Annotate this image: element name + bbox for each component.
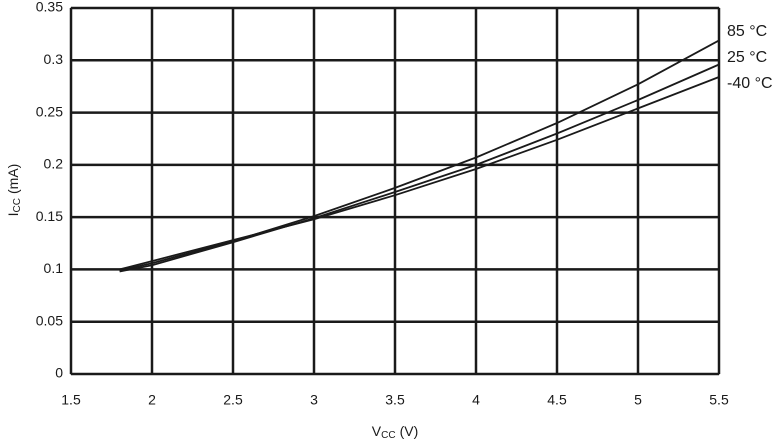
plot-frame bbox=[70, 7, 720, 375]
x-label-main: V bbox=[372, 423, 382, 439]
x-axis-label: VCC (V) bbox=[372, 423, 418, 441]
y-label-sub: CC bbox=[12, 198, 23, 212]
y-tick-label: 0.3 bbox=[44, 51, 64, 67]
x-tick-label: 2.5 bbox=[223, 392, 243, 408]
y-tick-label: 0 bbox=[55, 365, 63, 381]
y-label-main: I bbox=[5, 212, 21, 216]
x-tick-label: 4 bbox=[472, 392, 480, 408]
y-tick-label: 0.15 bbox=[36, 208, 63, 224]
x-label-unit: (V) bbox=[400, 423, 419, 439]
y-tick-label: 0.25 bbox=[36, 103, 63, 119]
x-tick-label: 1.5 bbox=[61, 392, 81, 408]
series-line bbox=[119, 76, 720, 271]
x-label-sub: CC bbox=[381, 430, 395, 441]
y-axis-label: ICC (mA) bbox=[5, 164, 23, 217]
series-line bbox=[119, 63, 720, 273]
x-tick-label: 4.5 bbox=[547, 392, 567, 408]
y-tick-label: 0.1 bbox=[44, 260, 64, 276]
x-tick-label: 3.5 bbox=[385, 392, 405, 408]
x-tick-label: 5 bbox=[634, 392, 642, 408]
series-label: 25 °C bbox=[727, 49, 767, 66]
y-tick-label: 0.05 bbox=[36, 312, 63, 328]
x-tick-label: 2 bbox=[148, 392, 156, 408]
series-line bbox=[119, 39, 720, 272]
y-tick-label: 0.2 bbox=[44, 156, 64, 172]
x-tick-label: 5.5 bbox=[709, 392, 729, 408]
y-tick-label: 0.35 bbox=[36, 0, 63, 15]
y-label-unit: (mA) bbox=[5, 164, 21, 194]
series-label: -40 °C bbox=[727, 75, 773, 92]
x-tick-label: 3 bbox=[310, 392, 318, 408]
series-label: 85 °C bbox=[727, 23, 767, 40]
